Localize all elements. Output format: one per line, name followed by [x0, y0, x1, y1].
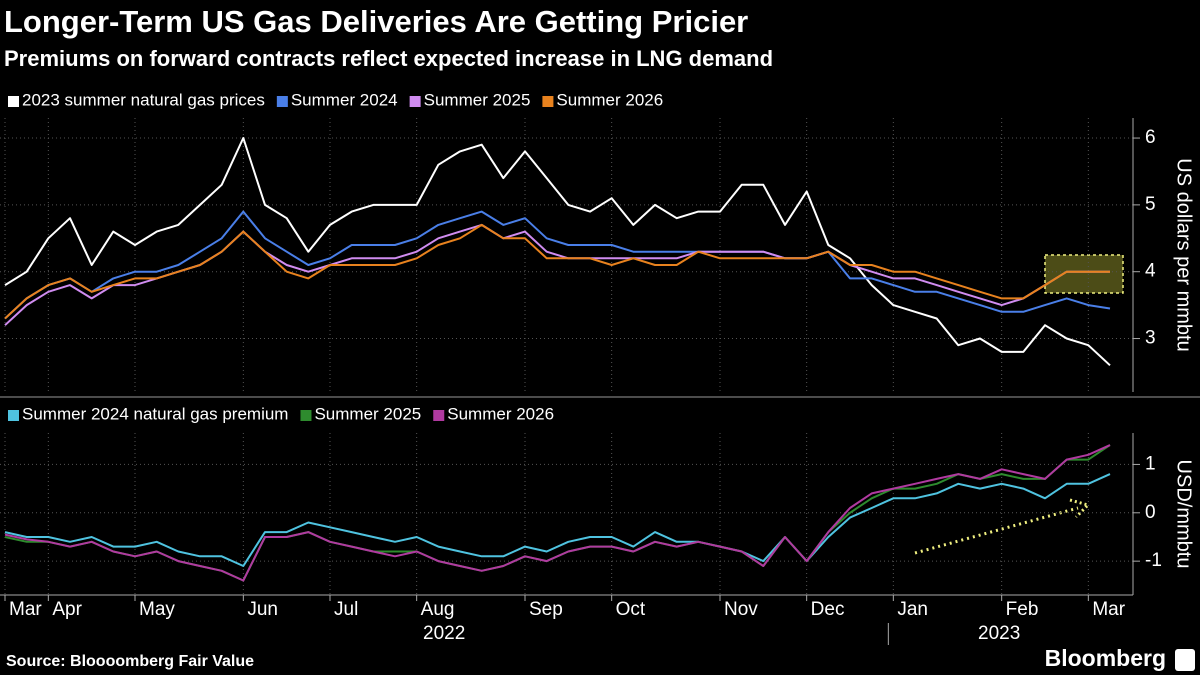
x-tick-label: Aug — [421, 599, 455, 620]
legend-label: Summer 2025 — [424, 90, 531, 109]
legend-label: Summer 2024 — [291, 90, 398, 109]
source: Source: Bloooomberg Fair Value — [6, 653, 254, 670]
year-label: 2022 — [423, 623, 465, 644]
series-line — [4, 473, 1111, 567]
x-tick-label: Dec — [811, 599, 845, 620]
year-label: 2023 — [978, 623, 1020, 644]
chart-subtitle: Premiums on forward contracts reflect ex… — [4, 46, 773, 71]
x-tick-label: Jun — [247, 599, 278, 620]
y-tick-label: 6 — [1145, 127, 1156, 148]
y-axis-label: US dollars per mmbtu — [1173, 158, 1195, 351]
legend-swatch — [276, 96, 288, 107]
brand: Bloomberg — [1045, 645, 1166, 671]
y-tick-label: -1 — [1145, 550, 1162, 571]
legend-swatch — [8, 96, 19, 107]
legend-label: Summer 2026 — [447, 404, 554, 423]
series-line — [4, 223, 1110, 320]
series-line — [4, 210, 1111, 320]
x-tick-label: Sep — [529, 599, 563, 620]
chart-title: Longer-Term US Gas Deliveries Are Gettin… — [4, 4, 748, 39]
series-line — [4, 137, 1111, 367]
trend-arrow — [914, 506, 1079, 555]
brand-icon — [1175, 649, 1195, 671]
x-tick-label: Feb — [1006, 599, 1039, 620]
y-axis-label: USD/mmbtu — [1173, 460, 1195, 569]
y-tick-label: 1 — [1145, 453, 1156, 474]
legend-swatch — [433, 410, 445, 421]
legend-label: Summer 2026 — [556, 90, 663, 109]
x-tick-label: Jan — [897, 599, 928, 620]
x-tick-label: May — [139, 599, 175, 620]
series-line — [4, 444, 1111, 582]
x-tick-label: Jul — [334, 599, 358, 620]
y-tick-label: 0 — [1145, 502, 1156, 523]
legend-label: 2023 summer natural gas prices — [22, 90, 265, 109]
legend-swatch — [8, 410, 19, 421]
x-tick-label: Nov — [724, 599, 758, 620]
highlight-box — [1044, 254, 1124, 294]
legend-swatch — [300, 410, 312, 421]
legend-label: Summer 2024 natural gas premium — [22, 404, 288, 423]
y-tick-label: 4 — [1145, 261, 1156, 282]
x-tick-label: Oct — [616, 599, 646, 620]
y-tick-label: 3 — [1145, 328, 1156, 349]
x-tick-label: Apr — [52, 599, 82, 620]
legend-label: Summer 2025 — [314, 404, 421, 423]
x-tick-label: Mar — [1092, 599, 1125, 620]
x-tick-label: Mar — [9, 599, 42, 620]
legend-swatch — [409, 96, 421, 107]
y-tick-label: 5 — [1145, 194, 1156, 215]
trend-arrow-head — [1069, 498, 1091, 519]
legend-swatch — [542, 96, 554, 107]
